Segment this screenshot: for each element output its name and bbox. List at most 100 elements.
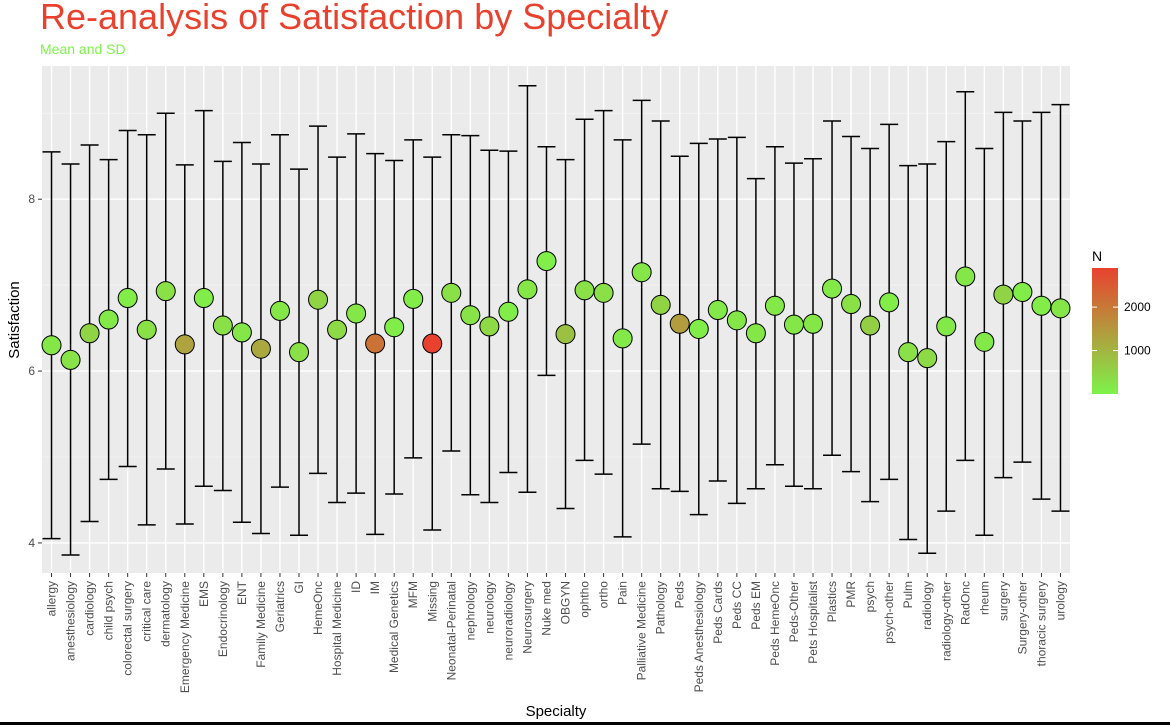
- point-Emergency Medicine: [174, 334, 195, 355]
- x-tick-label: anesthesiology: [64, 581, 78, 661]
- point-EMS: [193, 288, 214, 309]
- x-tick-label: Pulm: [901, 581, 915, 608]
- y-tick-label: 6: [28, 364, 35, 378]
- x-tick-label: thoracic surgery: [1034, 581, 1048, 666]
- point-Peds Anesthesiology: [688, 318, 709, 339]
- point-ortho: [593, 282, 614, 303]
- legend-label: 2000: [1124, 300, 1151, 314]
- x-tick-label: urology: [1053, 581, 1067, 620]
- x-tick-label: Pain: [616, 581, 630, 605]
- point-radiology: [917, 348, 938, 369]
- point-neuroradiology: [498, 301, 519, 322]
- point-ID: [346, 303, 367, 324]
- point-HemeOnc: [308, 289, 329, 310]
- x-tick-label: IM: [368, 581, 382, 594]
- x-tick-label: psych: [863, 581, 877, 612]
- x-tick-label: Peds EM: [749, 581, 763, 630]
- x-tick-label: ID: [349, 581, 363, 593]
- x-tick-label: Geriatrics: [273, 581, 287, 632]
- point-ENT: [231, 322, 252, 343]
- axis-layer: allergy anesthesiology cardiology child psy…: [28, 192, 1067, 693]
- x-tick-label: ENT: [235, 580, 249, 605]
- point-neurology: [479, 316, 500, 337]
- point-thoracic surgery: [1031, 295, 1052, 316]
- point-Peds EM: [745, 323, 766, 344]
- x-tick-label: Pets Hospitalist: [806, 580, 820, 663]
- point-critical care: [136, 319, 157, 340]
- point-rheum: [974, 331, 995, 352]
- x-tick-label: cardiology: [83, 581, 97, 636]
- x-tick-label: Family Medicine: [254, 581, 268, 668]
- point-dermatology: [155, 281, 176, 302]
- x-tick-label: child psych: [102, 581, 116, 640]
- y-tick-label: 4: [28, 536, 35, 550]
- x-tick-label: radiology-other: [939, 581, 953, 661]
- point-psych-other: [879, 292, 900, 313]
- point-Peds: [669, 313, 690, 334]
- x-tick-label: OBGYN: [559, 581, 573, 624]
- point-Hospital Medicine: [327, 319, 348, 340]
- x-tick-label: Emergency Medicine: [178, 581, 192, 693]
- point-nephrology: [460, 305, 481, 326]
- point-Missing: [422, 333, 443, 354]
- point-child psych: [98, 309, 119, 330]
- plot-panel: [42, 66, 1070, 573]
- point-Medical Genetics: [384, 317, 405, 338]
- point-colorectal surgery: [117, 288, 138, 309]
- x-tick-label: Pathology: [654, 581, 668, 634]
- legend-title: N: [1092, 248, 1102, 264]
- x-tick-label: radiology: [920, 581, 934, 630]
- x-tick-label: Peds CC: [730, 581, 744, 629]
- point-surgery: [993, 284, 1014, 305]
- x-tick-label: neurology: [482, 581, 496, 634]
- point-Surgery-other: [1012, 282, 1033, 303]
- point-Pulm: [898, 342, 919, 363]
- point-anesthesiology: [60, 349, 81, 370]
- point-Palliative Medicine: [631, 262, 652, 283]
- point-IM: [365, 333, 386, 354]
- x-tick-label: neuroradiology: [501, 581, 515, 660]
- point-Endocrinology: [212, 315, 233, 336]
- point-Family Medicine: [250, 338, 271, 359]
- point-Pain: [612, 328, 633, 349]
- legend: N 2000 1000: [1092, 248, 1151, 394]
- x-tick-label: Endocrinology: [216, 581, 230, 657]
- x-tick-label: PMR: [844, 581, 858, 608]
- point-OBGYN: [555, 324, 576, 345]
- point-Geriatrics: [269, 300, 290, 321]
- chart-subtitle: Mean and SD: [40, 41, 126, 57]
- x-axis-title: Specialty: [526, 703, 587, 720]
- x-tick-label: Missing: [425, 581, 439, 622]
- x-tick-label: Peds-Other: [787, 581, 801, 642]
- point-Neonatal-Perinatal: [441, 282, 462, 303]
- x-tick-label: rheum: [977, 581, 991, 615]
- x-tick-label: nephrology: [463, 581, 477, 640]
- point-PMR: [841, 294, 862, 315]
- x-tick-label: ophtho: [578, 581, 592, 618]
- x-tick-label: Peds Anesthesiology: [692, 581, 706, 692]
- x-tick-label: Surgery-other: [1015, 581, 1029, 654]
- x-tick-label: Peds Cards: [711, 581, 725, 644]
- point-allergy: [41, 335, 62, 356]
- x-tick-label: MFM: [406, 581, 420, 608]
- x-tick-label: psych-other: [882, 581, 896, 644]
- x-tick-label: dermatology: [159, 581, 173, 647]
- point-Neurosurgery: [517, 279, 538, 300]
- x-tick-label: Nuke med: [539, 581, 553, 636]
- point-MFM: [403, 288, 424, 309]
- x-tick-label: Medical Genetics: [387, 581, 401, 673]
- y-tick-label: 8: [28, 192, 35, 206]
- x-tick-label: Peds HemeOnc: [768, 581, 782, 666]
- x-tick-label: EMS: [197, 581, 211, 607]
- legend-label: 1000: [1124, 344, 1151, 358]
- point-ophtho: [574, 280, 595, 301]
- x-tick-label: RadOnc: [958, 581, 972, 625]
- point-psych: [860, 315, 881, 336]
- point-urology: [1050, 298, 1071, 319]
- point-Peds-Other: [783, 314, 804, 335]
- bottom-rule: [0, 722, 1170, 725]
- x-tick-label: ortho: [597, 581, 611, 609]
- point-Peds Cards: [707, 300, 728, 321]
- point-Peds HemeOnc: [764, 295, 785, 316]
